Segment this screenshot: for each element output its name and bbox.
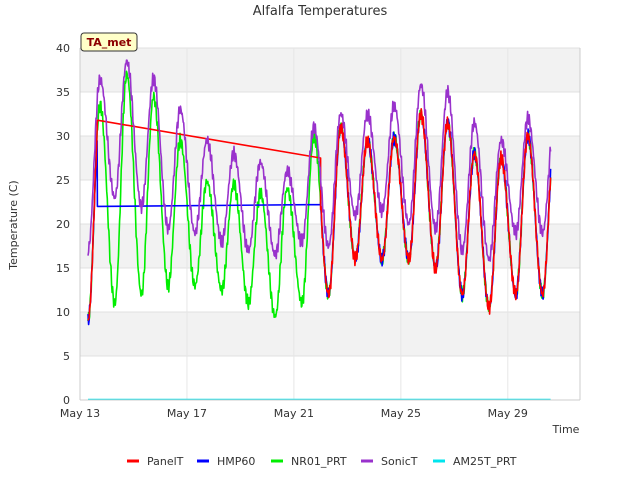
y-tick-label: 40 bbox=[56, 42, 70, 55]
x-tick-label: May 13 bbox=[60, 407, 100, 420]
y-tick-label: 0 bbox=[63, 394, 70, 407]
legend-label: PanelT bbox=[147, 455, 184, 468]
legend-item: NR01_PRT bbox=[271, 455, 347, 468]
y-tick-label: 10 bbox=[56, 306, 70, 319]
x-tick-label: May 21 bbox=[274, 407, 314, 420]
series-line bbox=[87, 108, 552, 321]
legend-item: HMP60 bbox=[197, 455, 255, 468]
plot-band bbox=[80, 48, 580, 92]
plot-band bbox=[80, 92, 580, 136]
legend-label: HMP60 bbox=[217, 455, 255, 468]
y-tick-label: 15 bbox=[56, 262, 70, 275]
y-tick-label: 25 bbox=[56, 174, 70, 187]
ta-met-badge: TA_met bbox=[80, 32, 138, 52]
series-panelt bbox=[87, 108, 552, 321]
legend-label: NR01_PRT bbox=[291, 455, 347, 468]
plot-band bbox=[80, 224, 580, 268]
badge-label: TA_met bbox=[87, 36, 132, 49]
plot-band bbox=[80, 312, 580, 356]
legend-item: PanelT bbox=[127, 455, 184, 468]
y-axis-label: Temperature (C) bbox=[7, 180, 20, 270]
x-tick-label: May 17 bbox=[167, 407, 207, 420]
series-nr01-prt bbox=[87, 70, 552, 322]
legend-item: AM25T_PRT bbox=[433, 455, 517, 468]
x-tick-label: May 25 bbox=[381, 407, 421, 420]
tick-labels: 0 5 10 15 20 25 30 35 40 May 13 May 17 May 21 May 25… bbox=[56, 42, 528, 420]
y-tick-label: 5 bbox=[63, 350, 70, 363]
x-axis-label: Time bbox=[552, 423, 580, 436]
y-tick-label: 30 bbox=[56, 130, 70, 143]
badge-box bbox=[80, 32, 138, 52]
series-line bbox=[87, 70, 552, 322]
legend-item: SonicT bbox=[361, 455, 418, 468]
plot-band bbox=[80, 356, 580, 400]
series-line bbox=[87, 59, 552, 262]
legend: PanelT HMP60 NR01_PRT SonicT AM25T_PRT bbox=[127, 455, 517, 468]
legend-label: SonicT bbox=[381, 455, 418, 468]
chart-title: Alfalfa Temperatures bbox=[253, 4, 388, 19]
y-tick-label: 35 bbox=[56, 86, 70, 99]
series-sonict bbox=[87, 59, 552, 262]
x-tick-label: May 29 bbox=[488, 407, 528, 420]
y-tick-label: 20 bbox=[56, 218, 70, 231]
axes bbox=[79, 48, 581, 401]
legend-label: AM25T_PRT bbox=[453, 455, 517, 468]
